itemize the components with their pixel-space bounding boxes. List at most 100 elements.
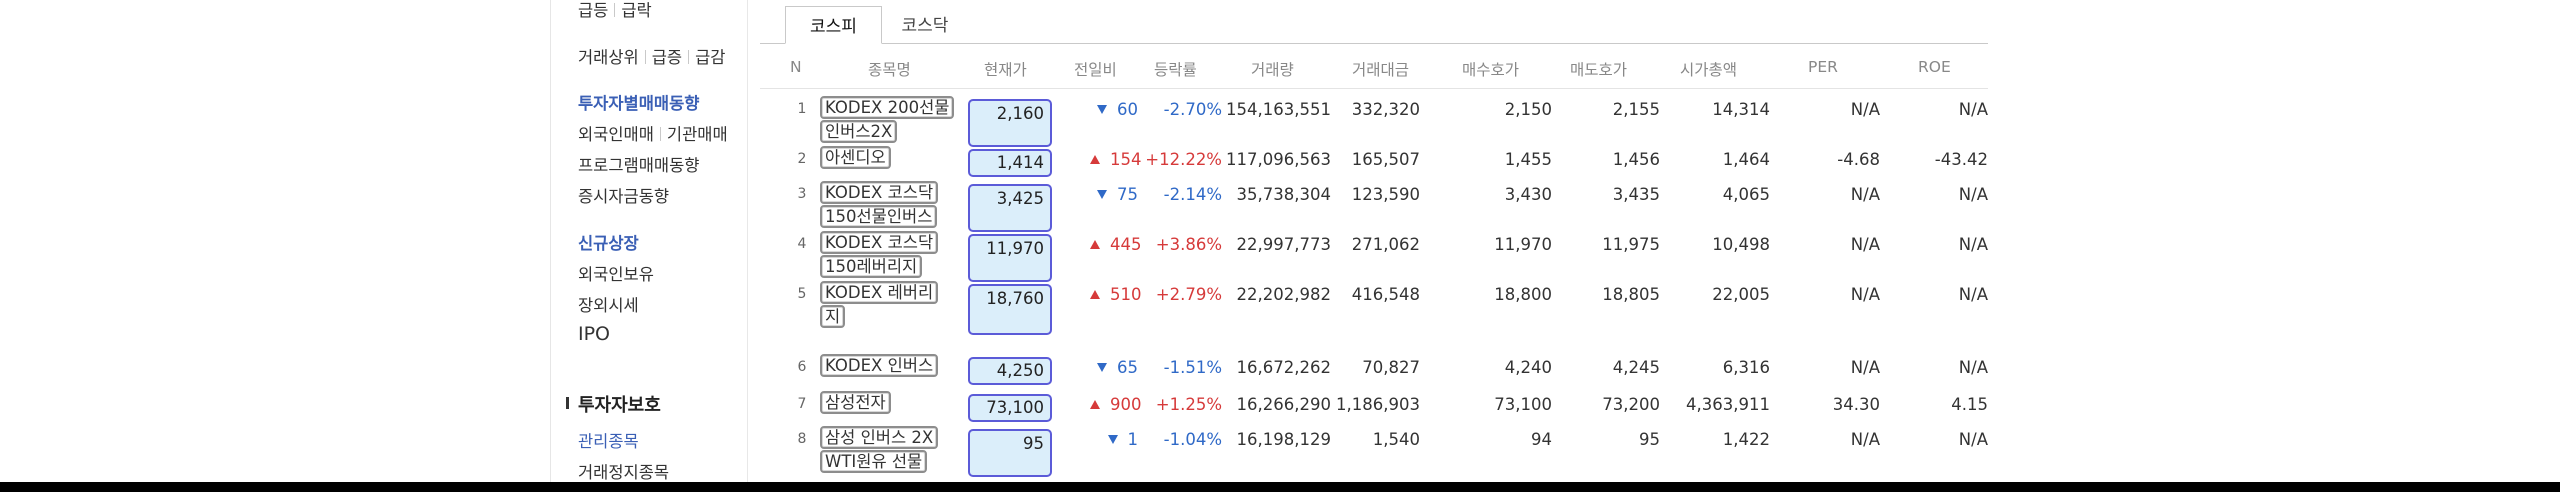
price-change: 65 [1090, 358, 1138, 377]
stock-name-link[interactable]: 삼성 인버스 2X WTI원유 선물 [820, 426, 965, 474]
trade-amount: 165,507 [1351, 150, 1420, 169]
row-number: 3 [797, 186, 807, 202]
stock-name-link[interactable]: KODEX 200선물 인버스2X [820, 96, 965, 144]
stock-name-line: 150레버리지 [820, 255, 923, 278]
bid-price: 4,240 [1504, 358, 1552, 377]
volume: 16,672,262 [1236, 358, 1331, 377]
price-change: 900 [1090, 395, 1142, 414]
current-price[interactable]: 4,250 [968, 357, 1052, 385]
header-price: 현재가 [984, 61, 1027, 79]
link-managed-stocks[interactable]: 관리종목 [578, 432, 639, 451]
investor-links: 외국인매매 기관매매 [578, 121, 728, 145]
link-plunge[interactable]: 급락 [621, 1, 652, 20]
change-value: 65 [1117, 358, 1138, 377]
roe: N/A [1958, 235, 1988, 254]
change-value: 154 [1110, 150, 1142, 169]
stock-name-link[interactable]: 삼성전자 [820, 391, 965, 415]
change-value: 1 [1127, 430, 1139, 449]
sidebar [550, 0, 748, 492]
link-volume-top[interactable]: 거래상위 [578, 48, 639, 67]
header-name: 종목명 [868, 61, 911, 79]
stock-name-line: KODEX 인버스 [820, 354, 939, 377]
tab-kospi[interactable]: 코스피 [785, 6, 882, 44]
current-price[interactable]: 11,970 [968, 234, 1052, 282]
per: N/A [1850, 430, 1880, 449]
down-triangle-icon [1097, 363, 1107, 372]
up-triangle-icon [1090, 155, 1100, 164]
link-volume-drop[interactable]: 급감 [695, 48, 726, 67]
stock-name-link[interactable]: KODEX 인버스 [820, 354, 965, 378]
trade-amount: 1,540 [1372, 430, 1420, 449]
roe: N/A [1958, 358, 1988, 377]
roe: N/A [1958, 185, 1988, 204]
link-ipo[interactable]: IPO [578, 323, 611, 345]
per: N/A [1850, 285, 1880, 304]
row-number: 2 [797, 151, 807, 167]
price-change: 154 [1090, 150, 1142, 169]
link-new-listing[interactable]: 신규상장 [578, 234, 639, 253]
bottom-bar [0, 482, 2560, 492]
link-program-trading[interactable]: 프로그램매매동향 [578, 156, 700, 175]
change-rate: -1.04% [1163, 430, 1222, 449]
bid-price: 1,455 [1504, 150, 1552, 169]
ask-price: 1,456 [1612, 150, 1660, 169]
market-cap: 22,005 [1712, 285, 1770, 304]
stock-name-line: KODEX 코스닥 [820, 231, 939, 254]
current-price[interactable]: 73,100 [968, 394, 1052, 422]
stock-name-line: WTI원유 선물 [820, 450, 928, 473]
price-change: 510 [1090, 285, 1142, 304]
investor-trend-title[interactable]: 투자자별매매동향 [578, 94, 700, 113]
change-value: 60 [1117, 100, 1138, 119]
stock-name-link[interactable]: KODEX 코스닥 150레버리지 [820, 231, 965, 279]
current-price[interactable]: 2,160 [968, 99, 1052, 147]
row-number: 8 [797, 431, 807, 447]
price-change: 75 [1090, 185, 1138, 204]
current-price[interactable]: 3,425 [968, 184, 1052, 232]
investor-protection-title: 투자자보호 [578, 395, 661, 416]
link-institution-trading[interactable]: 기관매매 [666, 125, 728, 144]
row-number: 4 [797, 236, 807, 252]
header-market-cap: 시가총액 [1680, 61, 1738, 79]
roe: -43.42 [1934, 150, 1988, 169]
volume: 117,096,563 [1226, 150, 1331, 169]
row-number: 7 [797, 396, 807, 412]
stock-name-link[interactable]: KODEX 코스닥 150선물인버스 [820, 181, 965, 229]
current-price[interactable]: 18,760 [968, 284, 1052, 335]
rank-tabs: 거래상위 급증 급감 [578, 44, 725, 68]
volume: 22,997,773 [1236, 235, 1331, 254]
header-bid: 매수호가 [1462, 61, 1520, 79]
current-price[interactable]: 1,414 [968, 149, 1052, 177]
link-surge[interactable]: 급등 [578, 1, 609, 20]
change-rate: +3.86% [1155, 235, 1222, 254]
change-rate: +12.22% [1145, 150, 1222, 169]
stock-name-line: 삼성 인버스 2X [820, 426, 939, 449]
roe: N/A [1958, 100, 1988, 119]
volume: 16,266,290 [1236, 395, 1331, 414]
link-market-funds[interactable]: 증시자금동향 [578, 187, 670, 206]
stock-name-link[interactable]: 아센디오 [820, 146, 965, 170]
ask-price: 73,200 [1602, 395, 1660, 414]
bid-price: 2,150 [1504, 100, 1552, 119]
link-halted-stocks[interactable]: 거래정지종목 [578, 463, 670, 482]
header-amount: 거래대금 [1352, 61, 1410, 79]
row-number: 6 [797, 359, 807, 375]
change-rate: -1.51% [1163, 358, 1222, 377]
link-otc-prices[interactable]: 장외시세 [578, 296, 639, 315]
link-volume-surge[interactable]: 급증 [651, 48, 683, 67]
per: N/A [1850, 100, 1880, 119]
header-volume: 거래량 [1251, 61, 1294, 79]
link-foreign-trading[interactable]: 외국인매매 [578, 125, 654, 144]
current-price[interactable]: 95 [968, 429, 1052, 477]
bid-price: 11,970 [1494, 235, 1552, 254]
header-divider [760, 88, 1988, 89]
header-ask: 매도호가 [1570, 61, 1628, 79]
trade-amount: 1,186,903 [1336, 395, 1420, 414]
stock-name-link[interactable]: KODEX 레버리 지 [820, 281, 965, 329]
market-cap: 14,314 [1712, 100, 1770, 119]
change-rate: -2.70% [1163, 100, 1222, 119]
link-foreign-holding[interactable]: 외국인보유 [578, 265, 654, 284]
tab-kosdaq[interactable]: 코스닥 [901, 16, 949, 36]
row-number: 5 [797, 286, 807, 302]
market-cap: 4,065 [1722, 185, 1770, 204]
header-rate: 등락률 [1154, 61, 1197, 79]
